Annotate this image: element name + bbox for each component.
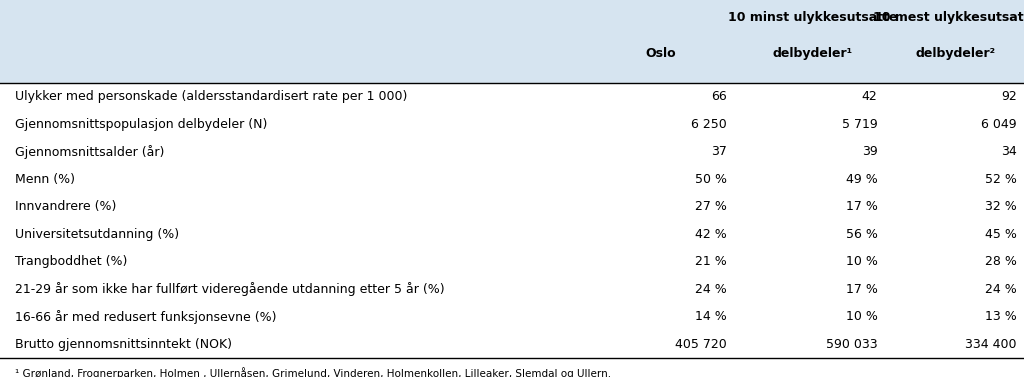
Text: delbydeler¹: delbydeler¹ bbox=[772, 47, 853, 60]
Text: 42 %: 42 % bbox=[695, 228, 727, 241]
Bar bbox=[0, 0, 1024, 83]
Text: 17 %: 17 % bbox=[846, 283, 878, 296]
Text: 13 %: 13 % bbox=[985, 310, 1017, 323]
Text: 49 %: 49 % bbox=[846, 173, 878, 186]
Text: 42: 42 bbox=[862, 90, 878, 103]
Text: 27 %: 27 % bbox=[695, 200, 727, 213]
Text: 590 033: 590 033 bbox=[826, 338, 878, 351]
Text: 6 250: 6 250 bbox=[691, 118, 727, 131]
Text: 37: 37 bbox=[711, 145, 727, 158]
Text: 6 049: 6 049 bbox=[981, 118, 1017, 131]
Text: Universitetsutdanning (%): Universitetsutdanning (%) bbox=[15, 228, 179, 241]
Text: 45 %: 45 % bbox=[985, 228, 1017, 241]
Text: 92: 92 bbox=[1001, 90, 1017, 103]
Text: 66: 66 bbox=[712, 90, 727, 103]
Text: 50 %: 50 % bbox=[695, 173, 727, 186]
Text: Oslo: Oslo bbox=[645, 47, 676, 60]
Text: 10 %: 10 % bbox=[846, 255, 878, 268]
Text: ¹ Grønland, Frognerparken, Holmen , Ullernåsen, Grimelund, Vinderen, Holmenkolle: ¹ Grønland, Frognerparken, Holmen , Ulle… bbox=[15, 368, 611, 377]
Text: 16-66 år med redusert funksjonsevne (%): 16-66 år med redusert funksjonsevne (%) bbox=[15, 310, 276, 324]
Text: Ulykker med personskade (aldersstandardisert rate per 1 000): Ulykker med personskade (aldersstandardi… bbox=[15, 90, 408, 103]
Text: 24 %: 24 % bbox=[985, 283, 1017, 296]
Text: Gjennomsnittsalder (år): Gjennomsnittsalder (år) bbox=[15, 145, 165, 159]
Text: 32 %: 32 % bbox=[985, 200, 1017, 213]
Text: 52 %: 52 % bbox=[985, 173, 1017, 186]
Text: 334 400: 334 400 bbox=[966, 338, 1017, 351]
Text: 5 719: 5 719 bbox=[842, 118, 878, 131]
Text: 21 %: 21 % bbox=[695, 255, 727, 268]
Text: 24 %: 24 % bbox=[695, 283, 727, 296]
Text: 17 %: 17 % bbox=[846, 200, 878, 213]
Text: 10 %: 10 % bbox=[846, 310, 878, 323]
Text: Menn (%): Menn (%) bbox=[15, 173, 76, 186]
Text: 405 720: 405 720 bbox=[675, 338, 727, 351]
Text: 21-29 år som ikke har fullført videregående utdanning etter 5 år (%): 21-29 år som ikke har fullført videregåe… bbox=[15, 282, 445, 296]
Text: delbydeler²: delbydeler² bbox=[915, 47, 995, 60]
Text: 28 %: 28 % bbox=[985, 255, 1017, 268]
Text: 10 minst ulykkesutsatte: 10 minst ulykkesutsatte bbox=[728, 11, 897, 24]
Text: Brutto gjennomsnittsinntekt (NOK): Brutto gjennomsnittsinntekt (NOK) bbox=[15, 338, 232, 351]
Text: Innvandrere (%): Innvandrere (%) bbox=[15, 200, 117, 213]
Text: 10 mest ulykkesutsatte: 10 mest ulykkesutsatte bbox=[872, 11, 1024, 24]
Text: Gjennomsnittspopulasjon delbydeler (N): Gjennomsnittspopulasjon delbydeler (N) bbox=[15, 118, 267, 131]
Text: 56 %: 56 % bbox=[846, 228, 878, 241]
Text: 39: 39 bbox=[862, 145, 878, 158]
Text: 14 %: 14 % bbox=[695, 310, 727, 323]
Text: Trangboddhet (%): Trangboddhet (%) bbox=[15, 255, 128, 268]
Text: 34: 34 bbox=[1001, 145, 1017, 158]
